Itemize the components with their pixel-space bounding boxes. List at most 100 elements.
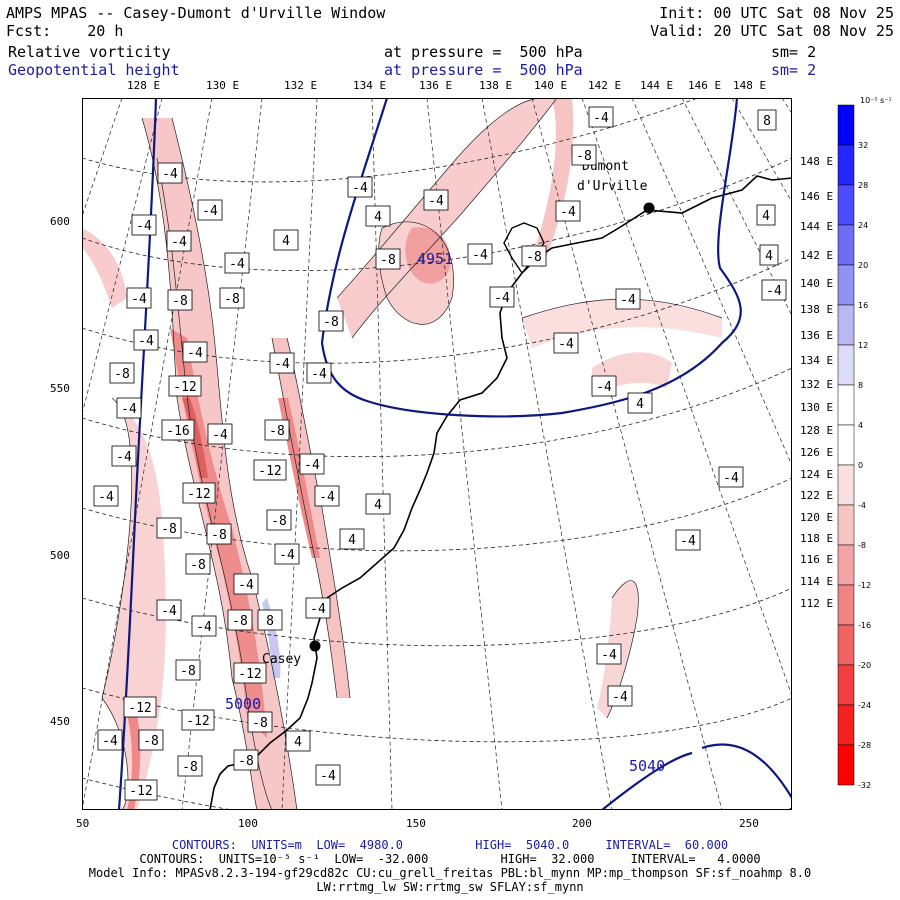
vorticity-label: -8 bbox=[252, 716, 268, 731]
vorticity-label: -8 bbox=[238, 754, 254, 769]
vorticity-label: -4 bbox=[601, 648, 617, 663]
vorticity-label: -4 bbox=[311, 367, 327, 382]
right-lon-label: 138 E bbox=[800, 303, 834, 316]
height-label-4951: 4951 bbox=[417, 250, 453, 268]
vorticity-label: -8 bbox=[190, 558, 206, 573]
vorticity-labels: -4 -4 -4 -4 -4 -4 -8 -8 -4 -4 -8 -12 -4 … bbox=[93, 106, 787, 801]
top-lon-label: 146 E bbox=[688, 79, 722, 92]
right-lon-label: 112 E bbox=[800, 597, 834, 610]
colorbar-tick-label: 24 bbox=[858, 221, 868, 230]
vorticity-label: -4 bbox=[558, 337, 574, 352]
y-tick-label: 600 bbox=[50, 215, 70, 228]
vorticity-contour-info: CONTOURS: UNITS=10⁻⁵ s⁻¹ LOW= -32.000 HI… bbox=[139, 852, 761, 866]
colorbar-cell bbox=[837, 584, 855, 626]
vorticity-label: -4 bbox=[196, 620, 212, 635]
height-contour-info: CONTOURS: UNITS=m LOW= 4980.0 HIGH= 5040… bbox=[171, 838, 729, 852]
top-lon-label: 142 E bbox=[588, 79, 622, 92]
vorticity-label: -4 bbox=[494, 291, 510, 306]
x-tick-label: 150 bbox=[406, 817, 426, 830]
colorbar-cell bbox=[837, 184, 855, 226]
y-tick-label: 500 bbox=[50, 549, 70, 562]
colorbar-cell bbox=[837, 664, 855, 706]
colorbar-cell bbox=[837, 744, 855, 786]
colorbar-cell bbox=[837, 704, 855, 746]
vorticity-label: -4 bbox=[136, 219, 152, 234]
right-lon-label: 118 E bbox=[800, 532, 834, 545]
vorticity-label: -4 bbox=[161, 604, 177, 619]
vorticity-label: -12 bbox=[187, 487, 210, 502]
colorbar-tick-label: -16 bbox=[858, 621, 871, 630]
colorbar: 32 28 24 20 16 12 8 4 0 -4 -8 -12 -16 -20 -24 -28 -32 10… bbox=[837, 96, 892, 790]
field2-level: at pressure = 500 hPa bbox=[384, 61, 583, 79]
vorticity-label: -12 bbox=[173, 380, 196, 395]
colorbar-cell bbox=[837, 304, 855, 346]
model-info: Model Info: MPASv8.2.3-194-gf29cd82c CU:… bbox=[88, 866, 812, 880]
vorticity-label: -8 bbox=[380, 253, 396, 268]
casey-label: Casey bbox=[262, 652, 301, 667]
colorbar-cell bbox=[837, 104, 855, 146]
right-lon-label: 128 E bbox=[800, 424, 834, 437]
colorbar-tick-label: 8 bbox=[858, 381, 863, 390]
vorticity-label: -4 bbox=[428, 194, 444, 209]
map-plot: Dumont d'Urville Casey 5000 5040 4951 -4… bbox=[82, 98, 792, 810]
right-lon-label: 144 E bbox=[800, 220, 834, 233]
field2-smoothing: sm= 2 bbox=[771, 61, 817, 79]
vorticity-label: -8 bbox=[323, 315, 339, 330]
x-tick-label: 250 bbox=[739, 817, 759, 830]
vorticity-label: -8 bbox=[182, 760, 198, 775]
colorbar-cell bbox=[837, 224, 855, 266]
vorticity-label: 4 bbox=[282, 234, 290, 249]
valid-time: Valid: 20 UTC Sat 08 Nov 25 bbox=[650, 22, 894, 40]
plot-frame bbox=[82, 98, 792, 810]
vorticity-label: -4 bbox=[131, 292, 147, 307]
forecast-hour: Fcst: 20 h bbox=[6, 22, 124, 40]
vorticity-label: -12 bbox=[129, 784, 152, 799]
vorticity-label: -8 bbox=[114, 367, 130, 382]
vorticity-label: -4 bbox=[187, 346, 203, 361]
vorticity-label: -16 bbox=[166, 424, 189, 439]
vorticity-label: -4 bbox=[304, 458, 320, 473]
vorticity-label: -4 bbox=[352, 181, 368, 196]
vorticity-label: -4 bbox=[98, 490, 114, 505]
colorbar-tick-label: -32 bbox=[858, 781, 871, 790]
field1-smoothing: sm= 2 bbox=[771, 43, 817, 61]
vorticity-label: -8 bbox=[172, 294, 188, 309]
vorticity-label: 4 bbox=[374, 210, 382, 225]
vorticity-label: -4 bbox=[766, 284, 782, 299]
colorbar-cell bbox=[837, 424, 855, 466]
vorticity-label: -4 bbox=[723, 471, 739, 486]
init-time: Init: 00 UTC Sat 08 Nov 25 bbox=[659, 4, 894, 22]
colorbar-tick-label: -24 bbox=[858, 701, 871, 710]
colorbar-cell bbox=[837, 544, 855, 586]
vorticity-label: -4 bbox=[472, 248, 488, 263]
top-lon-label: 132 E bbox=[284, 79, 318, 92]
vorticity-label: -4 bbox=[212, 428, 228, 443]
right-lon-label: 134 E bbox=[800, 354, 834, 367]
vorticity-label: -4 bbox=[162, 167, 178, 182]
vorticity-label: 8 bbox=[763, 114, 771, 129]
plot-title: AMPS MPAS -- Casey-Dumont d'Urville Wind… bbox=[6, 4, 386, 22]
vorticity-label: 4 bbox=[374, 498, 382, 513]
vorticity-label: -8 bbox=[143, 734, 159, 749]
vorticity-label: -8 bbox=[232, 614, 248, 629]
colorbar-tick-label: -4 bbox=[858, 501, 866, 510]
x-tick-label: 100 bbox=[238, 817, 258, 830]
casey-station-icon bbox=[309, 640, 321, 652]
colorbar-cell bbox=[837, 464, 855, 506]
colorbar-cell bbox=[837, 264, 855, 306]
right-lon-label: 114 E bbox=[800, 575, 834, 588]
height-label-5000: 5000 bbox=[225, 695, 261, 713]
vorticity-label: 4 bbox=[636, 397, 644, 412]
right-lon-label: 124 E bbox=[800, 468, 834, 481]
vorticity-label: -4 bbox=[620, 293, 636, 308]
top-lon-label: 140 E bbox=[534, 79, 568, 92]
right-lon-label: 132 E bbox=[800, 378, 834, 391]
top-lon-label: 136 E bbox=[419, 79, 453, 92]
colorbar-cell bbox=[837, 624, 855, 666]
field2-name: Geopotential height bbox=[8, 61, 180, 79]
right-lon-label: 116 E bbox=[800, 553, 834, 566]
vorticity-label: -4 bbox=[310, 602, 326, 617]
right-lon-label: 120 E bbox=[800, 511, 834, 524]
vorticity-label: -4 bbox=[593, 111, 609, 126]
vorticity-label: 4 bbox=[762, 209, 770, 224]
